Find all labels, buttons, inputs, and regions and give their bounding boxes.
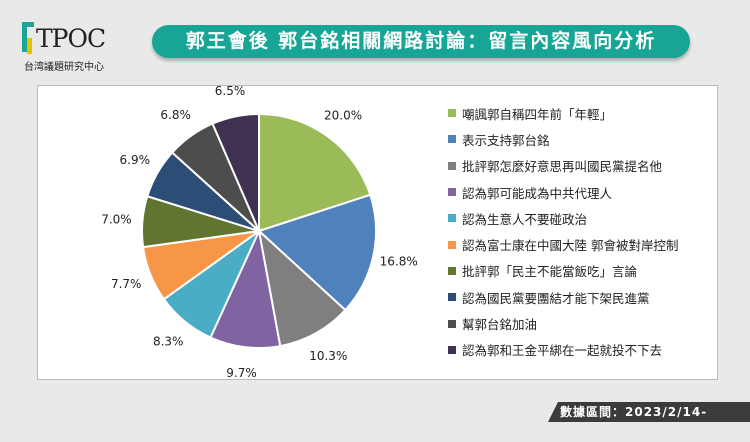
legend-label: 認為富士康在中國大陸 郭會被對岸控制 <box>462 238 679 254</box>
legend-swatch <box>448 109 456 118</box>
legend-label: 認為郭和王金平綁在一起就投不下去 <box>462 343 663 359</box>
legend-label: 認為國民黨要團結才能下架民進黨 <box>462 290 650 306</box>
legend-swatch <box>448 161 456 170</box>
legend-item: 認為郭和王金平綁在一起就投不下去 <box>448 337 678 363</box>
legend-label: 嘲諷郭自稱四年前「年輕」 <box>462 106 613 122</box>
legend-item: 嘲諷郭自稱四年前「年輕」 <box>448 100 678 126</box>
legend-label: 認為生意人不要碰政治 <box>462 211 588 227</box>
legend-swatch <box>448 135 456 144</box>
legend-item: 認為生意人不要碰政治 <box>448 205 678 231</box>
legend-label: 批評郭「民主不能當飯吃」言論 <box>462 264 638 280</box>
pie-slice <box>257 193 377 312</box>
data-label: 20.0% <box>324 108 362 122</box>
legend-label: 幫郭台銘加油 <box>462 317 538 333</box>
pie-slice <box>258 112 372 233</box>
tpoc-logo: TPOC 台湾議題研究中心 <box>18 18 118 73</box>
legend-item: 認為郭可能成為中共代理人 <box>448 179 678 205</box>
legend-item: 幫郭台銘加油 <box>448 310 678 336</box>
legend-item: 批評郭怎麼好意思再叫國民黨提名他 <box>448 153 678 179</box>
page-title: 郭王會後 郭台銘相關網路討論：留言內容風向分析 <box>152 25 690 58</box>
pie-chart: 20.0% 16.8% 10.3% 9.7% 8.3% 7.7% 7.0% 6.9% 6.8% 6… <box>101 84 418 380</box>
date-range: 數據區間：2023/2/14-2023/2/14 <box>548 402 750 422</box>
legend-item: 批評郭「民主不能當飯吃」言論 <box>448 258 678 284</box>
data-label: 6.5% <box>215 84 246 98</box>
chart-legend: 嘲諷郭自稱四年前「年輕」 表示支持郭台銘批評郭怎麼好意思再叫國民黨提名他 認為郭可能… <box>448 100 678 363</box>
data-label: 9.7% <box>226 366 257 380</box>
legend-item: 認為國民黨要團結才能下架民進黨 <box>448 284 678 310</box>
data-label: 10.3% <box>309 349 347 363</box>
legend-label: 認為郭可能成為中共代理人 <box>462 185 613 201</box>
logo-text: TPOC <box>36 24 106 53</box>
legend-item: 認為富士康在中國大陸 郭會被對岸控制 <box>448 231 678 257</box>
legend-swatch <box>448 240 456 249</box>
logo-subtitle: 台湾議題研究中心 <box>24 62 104 73</box>
legend-label: 批評郭怎麼好意思再叫國民黨提名他 <box>462 159 663 175</box>
logo-mark-icon <box>22 22 34 52</box>
data-label: 7.0% <box>101 212 132 226</box>
data-label: 7.7% <box>111 277 142 291</box>
data-label: 6.9% <box>120 153 151 167</box>
legend-swatch <box>448 266 456 275</box>
pie-slice <box>211 112 260 232</box>
pie-slice <box>257 228 347 348</box>
legend-swatch <box>448 345 456 354</box>
data-label: 8.3% <box>153 334 184 348</box>
legend-swatch <box>448 319 456 328</box>
legend-swatch <box>448 214 456 223</box>
legend-swatch <box>448 293 456 302</box>
legend-swatch <box>448 188 456 197</box>
data-label: 6.8% <box>160 108 191 122</box>
data-label: 16.8% <box>380 254 418 268</box>
logo-mark-accent <box>27 38 32 54</box>
legend-item: 表示支持郭台銘 <box>448 126 678 152</box>
legend-label: 表示支持郭台銘 <box>462 132 550 148</box>
